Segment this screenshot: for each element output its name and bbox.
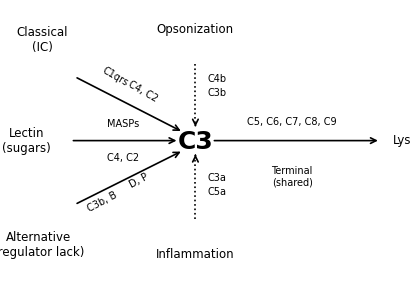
- Text: Lysis: Lysis: [393, 134, 411, 147]
- Text: C3b: C3b: [208, 88, 226, 98]
- Text: C3: C3: [178, 130, 213, 154]
- Text: C1qrs: C1qrs: [100, 65, 129, 88]
- Text: C3a: C3a: [208, 173, 226, 183]
- Text: Terminal
(shared): Terminal (shared): [271, 166, 313, 187]
- Text: Classical
(IC): Classical (IC): [16, 26, 68, 55]
- Text: Lectin
(sugars): Lectin (sugars): [2, 127, 51, 154]
- Text: Opsonization: Opsonization: [157, 23, 234, 36]
- Text: Alternative
(regulator lack): Alternative (regulator lack): [0, 231, 84, 259]
- Text: C5a: C5a: [208, 187, 226, 197]
- Text: C4b: C4b: [208, 74, 226, 84]
- Text: Inflammation: Inflammation: [156, 248, 235, 261]
- Text: C5, C6, C7, C8, C9: C5, C6, C7, C8, C9: [247, 117, 337, 127]
- Text: C4, C2: C4, C2: [127, 80, 159, 105]
- Text: C4, C2: C4, C2: [107, 153, 139, 162]
- Text: C3b, B: C3b, B: [86, 190, 119, 214]
- Text: D, P: D, P: [128, 171, 150, 189]
- Text: MASPs: MASPs: [107, 119, 139, 129]
